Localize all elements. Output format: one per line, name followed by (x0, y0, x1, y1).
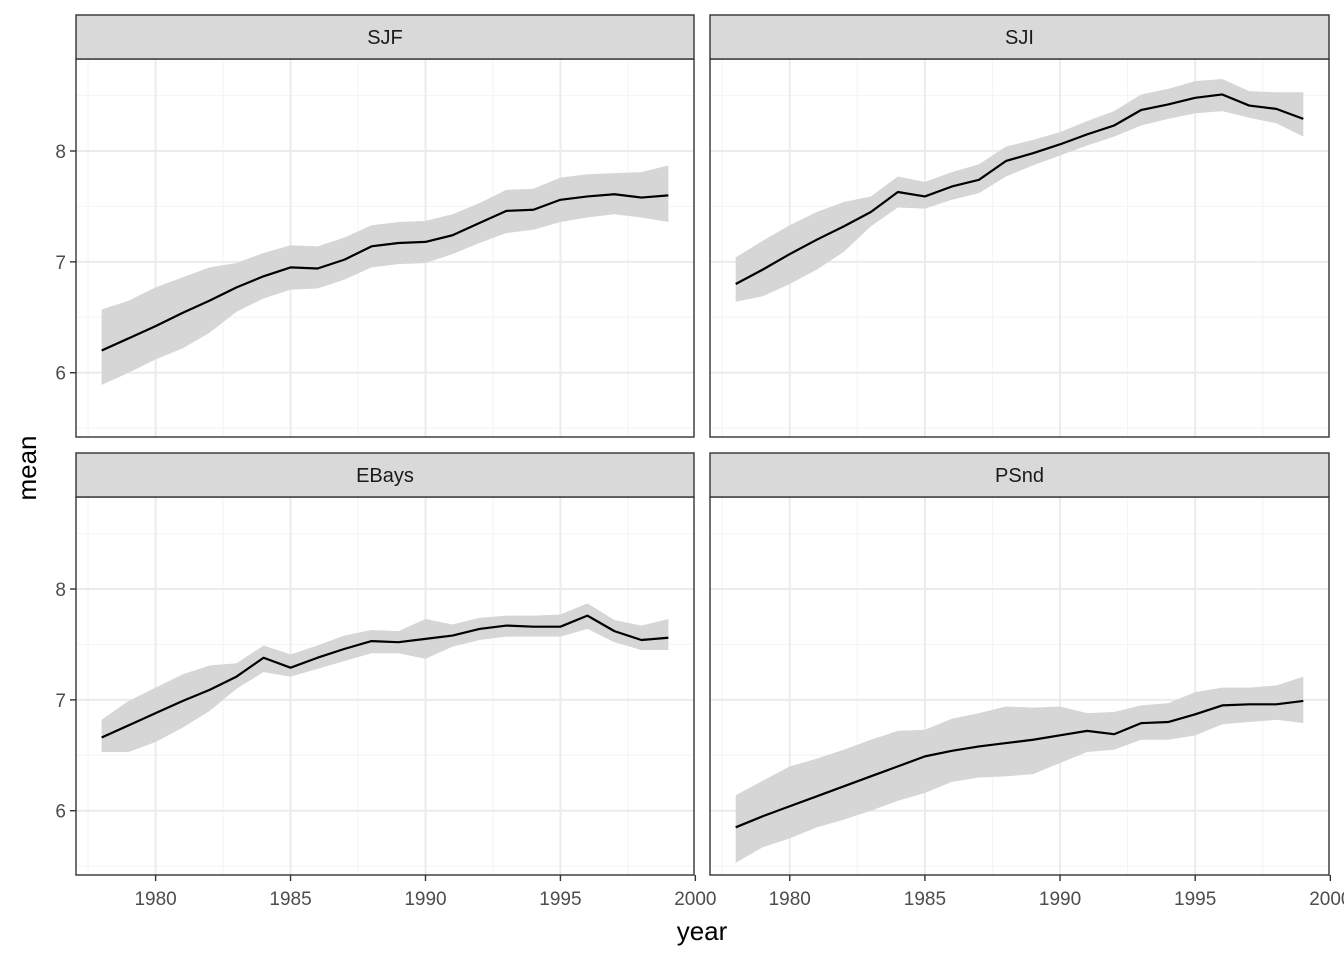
confidence-ribbon (101, 165, 669, 385)
facet-strip-label: PSnd (995, 465, 1044, 487)
x-tick-label: 2000 (674, 889, 716, 910)
mean-line (735, 93, 1304, 286)
facet-panel-ebays: EBays (75, 452, 695, 876)
y-tick-label: 6 (55, 802, 66, 823)
facet-strip (75, 452, 695, 498)
y-tick-label: 7 (55, 691, 66, 712)
y-tick-label: 8 (55, 142, 66, 163)
facet-strip-label: EBays (356, 465, 414, 487)
facet-strip-label: SJI (1005, 27, 1034, 49)
x-tick-label: 1980 (134, 889, 176, 910)
confidence-ribbon (735, 78, 1304, 302)
facet-panel-psnd: PSnd (709, 452, 1330, 876)
facet-panel-sji: SJI (709, 14, 1330, 438)
axes-layer: 6 7 8 6 7 8 1980 1985 1990 1995 2000 1980 1985 1990 19… (55, 142, 1344, 910)
x-tick-label: 1990 (1039, 889, 1081, 910)
y-axis-title: mean (12, 435, 42, 500)
facet-strip (709, 14, 1330, 60)
facet-strip (709, 452, 1330, 498)
x-tick-label: 1990 (404, 889, 446, 910)
y-tick-label: 7 (55, 253, 66, 274)
x-tick-label: 1985 (904, 889, 946, 910)
x-tick-label: 1995 (539, 889, 581, 910)
facet-strip-label: SJF (367, 27, 403, 49)
x-tick-label: 1985 (269, 889, 311, 910)
x-tick-label: 2000 (1309, 889, 1344, 910)
y-tick-label: 6 (55, 364, 66, 385)
mean-line (101, 193, 669, 352)
mean-line (101, 614, 669, 739)
x-tick-label: 1995 (1174, 889, 1216, 910)
x-axis-title: year (677, 916, 728, 946)
panels-layer: SJF SJI EBays PSnd (75, 14, 1330, 876)
mean-line (735, 699, 1304, 829)
facet-panel-sjf: SJF (75, 14, 695, 438)
y-tick-label: 8 (55, 580, 66, 601)
facet-strip (75, 14, 695, 60)
confidence-ribbon (101, 603, 669, 752)
x-tick-label: 1980 (769, 889, 811, 910)
